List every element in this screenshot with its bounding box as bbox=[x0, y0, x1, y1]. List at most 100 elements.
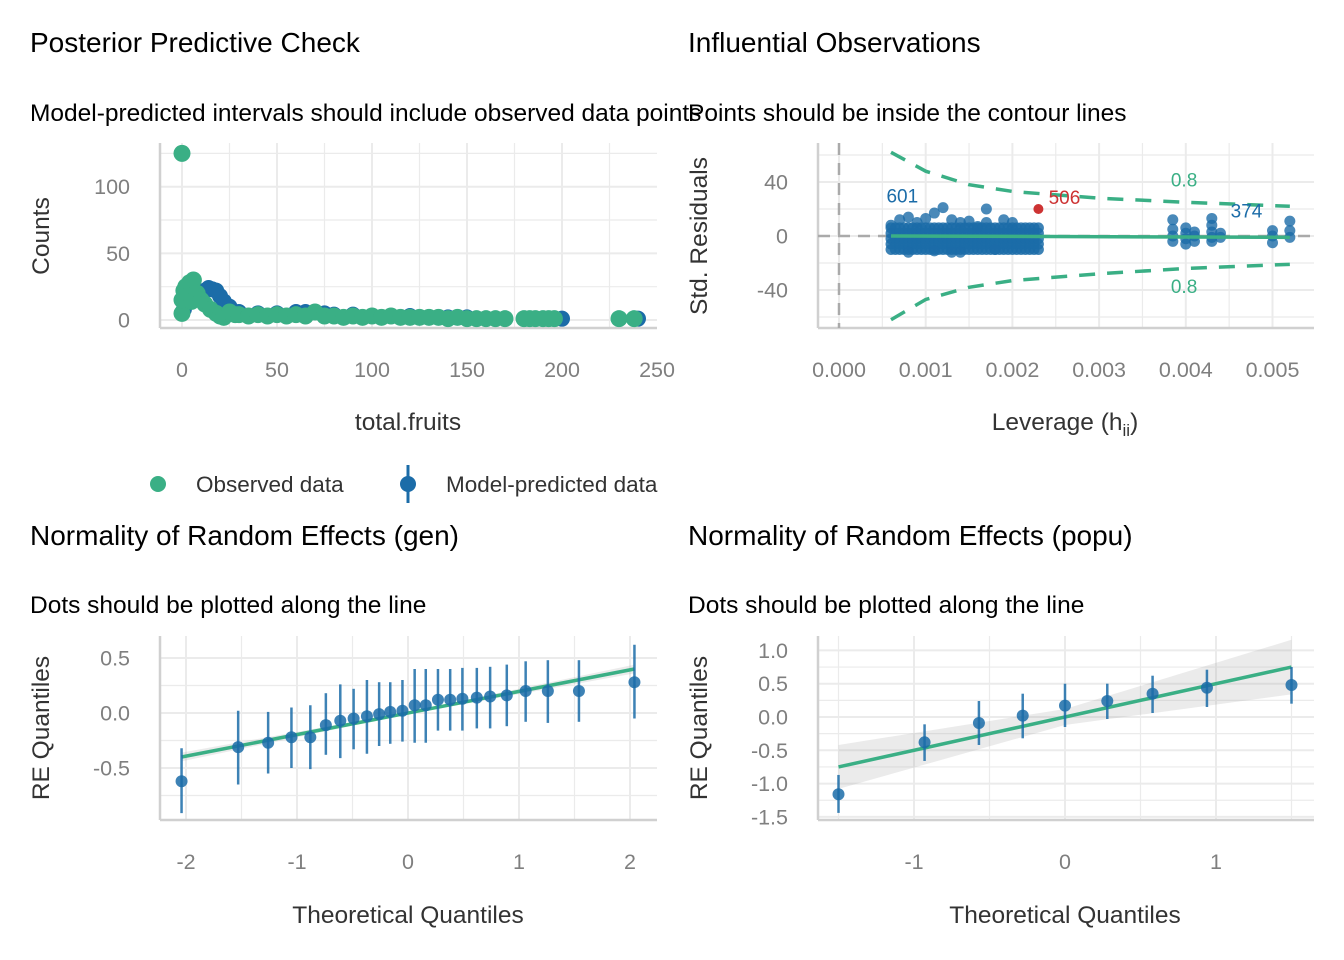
legend-observed-marker bbox=[150, 476, 166, 492]
legend-predicted-label: Model-predicted data bbox=[446, 472, 658, 497]
x-tick-label: 200 bbox=[544, 358, 580, 382]
residual-point bbox=[885, 219, 897, 231]
x-tick-label: -2 bbox=[176, 850, 195, 874]
residual-point bbox=[928, 245, 940, 257]
residual-point bbox=[902, 211, 914, 223]
y-tick-label: 0.0 bbox=[100, 702, 130, 726]
quantile-point bbox=[384, 705, 397, 718]
fit-line bbox=[891, 234, 1290, 240]
residual-point bbox=[928, 207, 940, 219]
cook-contour-line bbox=[890, 262, 1290, 322]
quantile-point bbox=[1101, 695, 1114, 708]
quantile-point bbox=[285, 731, 298, 744]
observed-point bbox=[496, 310, 514, 328]
subtitle-normality-popu: Dots should be plotted along the line bbox=[688, 592, 1084, 619]
xlabel-normality-gen: Theoretical Quantiles bbox=[292, 902, 524, 929]
panel-normality-gen: -2 -1 0 1 2 0.5 0.0 -0.5 bbox=[93, 636, 657, 874]
quantile-point bbox=[347, 712, 360, 725]
x-tick-label: -1 bbox=[287, 850, 306, 874]
influential-point bbox=[1033, 204, 1044, 214]
residual-point bbox=[1267, 237, 1278, 249]
quantile-point bbox=[484, 690, 497, 703]
observed-point bbox=[184, 271, 202, 289]
quantile-point bbox=[541, 685, 554, 697]
legend: Observed data Model-predicted data bbox=[150, 465, 658, 503]
x-tick-label: 50 bbox=[265, 358, 289, 382]
subtitle-normality-gen: Dots should be plotted along the line bbox=[30, 592, 426, 619]
observed-point bbox=[173, 144, 191, 162]
subtitle-influential: Points should be inside the contour line… bbox=[688, 100, 1127, 127]
observed-point bbox=[545, 310, 563, 328]
y-tick-label: 1.0 bbox=[758, 639, 788, 663]
x-tick-label: 0.000 bbox=[812, 358, 866, 382]
quantile-point bbox=[456, 692, 469, 705]
quantile-point bbox=[360, 710, 373, 723]
x-tick-label: 2 bbox=[624, 850, 636, 874]
residual-point bbox=[902, 246, 914, 258]
quantile-point bbox=[1146, 687, 1159, 700]
x-tick-label: 0.001 bbox=[899, 358, 953, 382]
xlabel-main: Leverage (h bbox=[992, 409, 1123, 436]
residual-point bbox=[946, 246, 958, 258]
panel-normality-popu: -1 0 1 1.0 0.5 0.0 -0.5 -1.0 -1.5 bbox=[751, 636, 1314, 874]
residual-point bbox=[1032, 222, 1044, 234]
ylabel-normality-popu: RE Quantiles bbox=[686, 656, 713, 800]
contour-label: 0.8 bbox=[1171, 277, 1197, 298]
residual-point bbox=[894, 214, 906, 226]
residual-point bbox=[954, 217, 966, 228]
quantile-point bbox=[396, 704, 409, 717]
x-tick-label: 0 bbox=[1059, 850, 1071, 874]
subtitle-ppc: Model-predicted intervals should include… bbox=[30, 100, 701, 127]
xlabel-end: ) bbox=[1130, 409, 1138, 436]
cook-contour-line bbox=[890, 150, 1290, 209]
quantile-point bbox=[1016, 709, 1029, 722]
title-normality-gen: Normality of Random Effects (gen) bbox=[30, 520, 459, 551]
x-tick-label: 0.004 bbox=[1159, 358, 1213, 382]
legend-predicted-marker bbox=[400, 476, 416, 492]
residual-point bbox=[946, 214, 958, 226]
xlabel-ppc: total.fruits bbox=[355, 409, 461, 436]
observation-label: 374 bbox=[1231, 201, 1263, 222]
residual-point bbox=[1167, 214, 1179, 226]
residual-point bbox=[980, 217, 992, 228]
quantile-point bbox=[304, 731, 317, 744]
y-tick-label: 100 bbox=[94, 175, 130, 199]
quantile-point bbox=[628, 676, 641, 689]
y-tick-label: 0.5 bbox=[758, 672, 788, 696]
residual-point bbox=[1006, 217, 1018, 228]
y-tick-label: -0.5 bbox=[751, 739, 788, 763]
contour-label: 0.8 bbox=[1171, 170, 1197, 191]
x-tick-label: 1 bbox=[1210, 850, 1222, 874]
quantile-point bbox=[334, 714, 347, 727]
quantile-point bbox=[373, 708, 386, 721]
y-tick-label: 0 bbox=[118, 309, 130, 333]
quantile-point bbox=[419, 699, 432, 712]
y-tick-label: 0.0 bbox=[758, 706, 788, 730]
x-tick-label: -1 bbox=[904, 850, 923, 874]
quantile-point bbox=[408, 699, 421, 712]
residual-point bbox=[972, 221, 984, 233]
observed-point bbox=[173, 304, 191, 322]
panel-influential-observations: 0.000 0.001 0.002 0.003 0.004 0.005 40 0 -40 0.8 0… bbox=[757, 143, 1314, 382]
quantile-point bbox=[262, 736, 275, 749]
residual-point bbox=[989, 244, 1001, 255]
quantile-point bbox=[1285, 679, 1298, 692]
y-tick-label: -1.5 bbox=[751, 805, 788, 829]
residual-point bbox=[1180, 238, 1192, 250]
x-tick-label: 150 bbox=[449, 358, 485, 382]
observed-point bbox=[610, 310, 628, 328]
y-tick-label: 0.5 bbox=[100, 647, 130, 671]
residual-point bbox=[920, 212, 932, 224]
x-tick-label: 0.002 bbox=[985, 358, 1039, 382]
xlabel-influential: Leverage (hii) bbox=[992, 409, 1139, 440]
quantile-point bbox=[470, 691, 483, 704]
residual-point bbox=[1284, 215, 1296, 227]
xlabel-subscript: ii bbox=[1123, 421, 1131, 440]
x-tick-label: 0.005 bbox=[1246, 358, 1300, 382]
x-tick-label: 0 bbox=[402, 850, 414, 874]
y-tick-label: 0 bbox=[776, 225, 788, 249]
quantile-point bbox=[175, 775, 188, 788]
y-tick-label: 40 bbox=[764, 171, 788, 195]
quantile-point bbox=[232, 741, 245, 754]
title-normality-popu: Normality of Random Effects (popu) bbox=[688, 520, 1133, 551]
